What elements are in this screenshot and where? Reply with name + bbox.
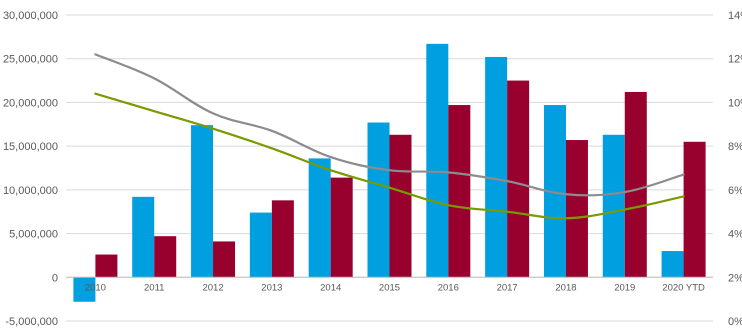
x-tick-label: 2018 — [555, 282, 576, 293]
left-axis-tick-label: 15,000,000 — [3, 141, 58, 153]
left-axis-tick-label: 10,000,000 — [3, 185, 58, 197]
left-axis-tick-label: 5,000,000 — [9, 229, 58, 241]
x-tick-label: 2017 — [497, 282, 518, 293]
right-axis-tick-label: 2% — [728, 272, 742, 284]
bar-series-2-bar — [507, 80, 530, 278]
right-axis-tick-label: 12% — [728, 54, 742, 66]
bar-series-2-bar — [213, 241, 236, 278]
bar-series-1-bar — [132, 196, 155, 278]
x-tick-label: 2019 — [614, 282, 635, 293]
bar-series-group — [73, 43, 706, 302]
bar-series-1-bar — [661, 251, 684, 278]
bar-series-1-bar — [73, 277, 96, 302]
x-tick-label: 2013 — [261, 282, 282, 293]
x-tick-label: 2020 YTD — [662, 282, 705, 293]
bar-series-2-bar — [389, 134, 412, 278]
right-axis-tick-label: 4% — [728, 229, 742, 241]
left-axis-tick-label: 20,000,000 — [3, 97, 58, 109]
bar-series-2-bar — [624, 91, 647, 278]
x-tick-labels: 2010 2011 2012 2013 2014 2015 2016 2017 2018 2019… — [85, 282, 705, 293]
left-axis-tick-label: 30,000,000 — [3, 10, 58, 22]
line-series-group — [94, 53, 685, 220]
x-tick-label: 2012 — [202, 282, 223, 293]
left-axis-tick-label: 0 — [52, 272, 58, 284]
x-tick-label: 2010 — [85, 282, 106, 293]
bar-series-1-bar — [249, 212, 272, 278]
x-tick-label: 2014 — [320, 282, 341, 293]
bar-series-2-bar — [95, 254, 118, 278]
bar-series-1-bar — [543, 105, 566, 278]
bar-series-2-bar — [271, 200, 294, 278]
bar-series-2-bar — [330, 177, 353, 278]
left-axis-tick-label: -5,000,000 — [5, 316, 58, 328]
bar-series-1-bar — [426, 43, 449, 278]
bar-series-1-bar — [367, 122, 390, 278]
x-tick-label: 2016 — [438, 282, 459, 293]
bar-series-1-bar — [602, 134, 625, 278]
line-series-2 — [94, 92, 685, 220]
right-axis-tick-label: 10% — [728, 97, 742, 109]
bar-series-1-bar — [485, 56, 508, 278]
bar-series-2-bar — [154, 236, 177, 278]
x-tick-label: 2015 — [379, 282, 400, 293]
bar-series-2-bar — [683, 141, 706, 278]
bar-series-1-bar — [191, 125, 214, 278]
line-series-1 — [94, 53, 685, 197]
right-axis-tick-label: 6% — [728, 185, 742, 197]
bar-series-1-bar — [308, 158, 331, 278]
bar-series-2-bar — [448, 105, 471, 278]
right-axis-tick-label: 0% — [728, 316, 742, 328]
left-axis-tick-label: 25,000,000 — [3, 54, 58, 66]
bar-series-2-bar — [565, 140, 588, 278]
right-axis-tick-label: 8% — [728, 141, 742, 153]
right-axis-tick-label: 14% — [728, 10, 742, 22]
left-axis-tick-labels: -5,000,000 0 5,000,000 10,000,000 15,000,000… — [3, 10, 58, 328]
x-tick-label: 2011 — [144, 282, 164, 293]
right-axis-tick-labels: 0% 2% 4% 6% 8% 10% 12% 14% — [728, 10, 742, 328]
